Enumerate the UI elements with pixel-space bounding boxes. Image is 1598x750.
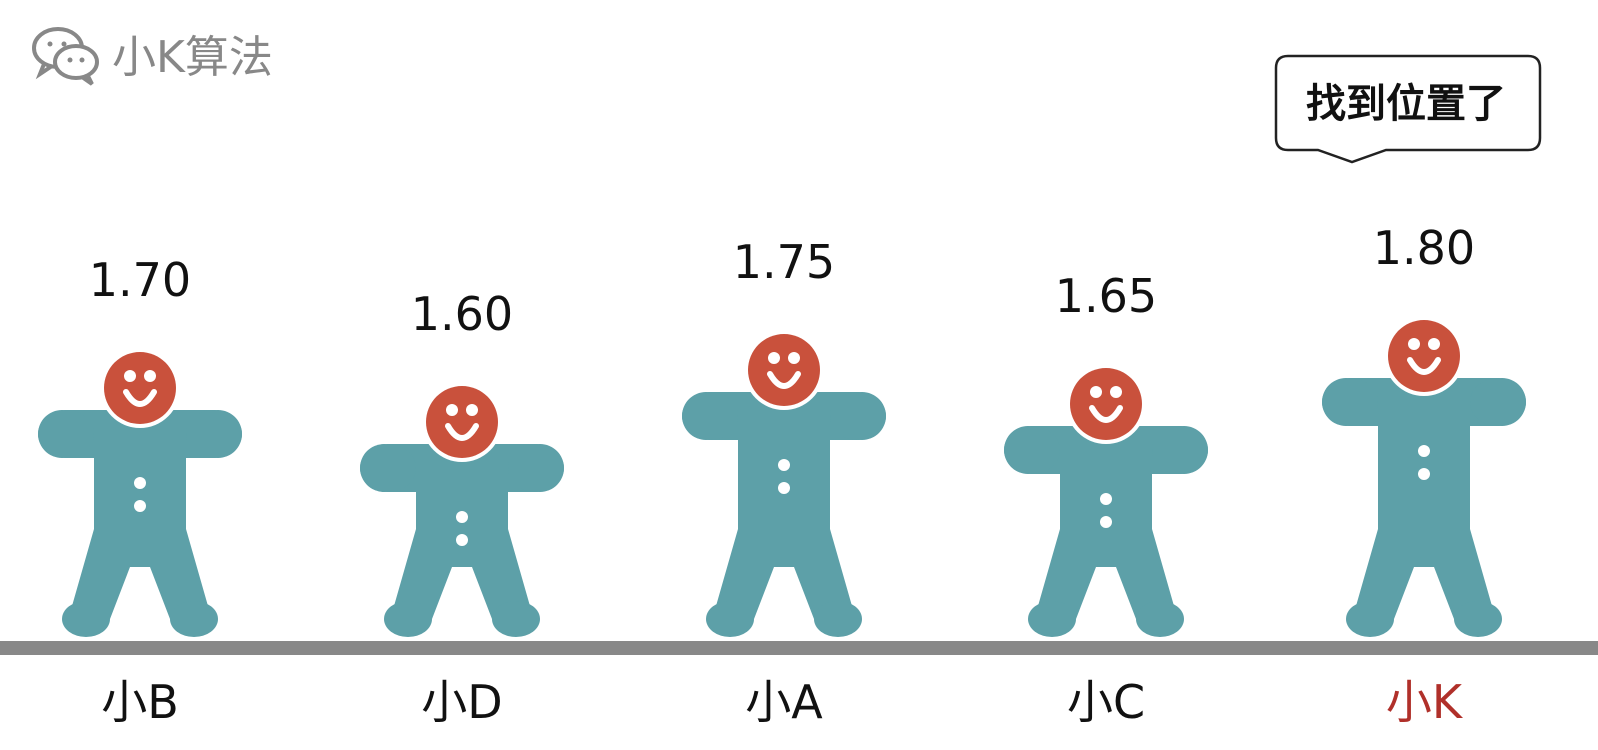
name-label: 小D (421, 675, 502, 729)
gingerbread-body (682, 392, 886, 637)
smiley-face-icon (422, 382, 502, 462)
button-dots (456, 511, 468, 546)
name-label-highlighted: 小K (1386, 675, 1464, 729)
button-dots (1418, 445, 1430, 480)
speech-bubble: 找到位置了 (1274, 54, 1542, 164)
height-label: 1.60 (411, 287, 513, 341)
smiley-face-icon (1384, 316, 1464, 396)
wechat-icon (32, 27, 99, 86)
speech-bubble-text: 找到位置了 (1306, 81, 1506, 127)
gingerbread-body (38, 410, 242, 637)
name-label: 小C (1067, 675, 1145, 729)
gingerbread-body (1004, 426, 1208, 637)
person-figure: 1.70 小B (38, 253, 242, 729)
ground-line (0, 641, 1598, 655)
height-label: 1.65 (1055, 269, 1157, 323)
height-label: 1.75 (733, 235, 835, 289)
height-label: 1.80 (1373, 221, 1475, 275)
person-figure: 1.65 小C (1004, 269, 1208, 729)
gingerbread-body (1322, 378, 1526, 637)
button-dots (134, 477, 146, 512)
height-label: 1.70 (89, 253, 191, 307)
smiley-face-icon (1066, 364, 1146, 444)
button-dots (778, 459, 790, 494)
people-row: 1.70 小B 1.60 小D 1.75 小A 1.65 小C 1.80 小K (38, 221, 1526, 729)
name-label: 小B (101, 675, 179, 729)
person-figure: 1.80 小K (1322, 221, 1526, 729)
button-dots (1100, 493, 1112, 528)
smiley-face-icon (100, 348, 180, 428)
brand-name: 小K算法 (112, 32, 273, 83)
gingerbread-body (360, 444, 564, 637)
brand-logo: 小K算法 (32, 27, 273, 86)
name-label: 小A (745, 675, 823, 729)
smiley-face-icon (744, 330, 824, 410)
person-figure: 1.60 小D (360, 287, 564, 729)
person-figure: 1.75 小A (682, 235, 886, 729)
